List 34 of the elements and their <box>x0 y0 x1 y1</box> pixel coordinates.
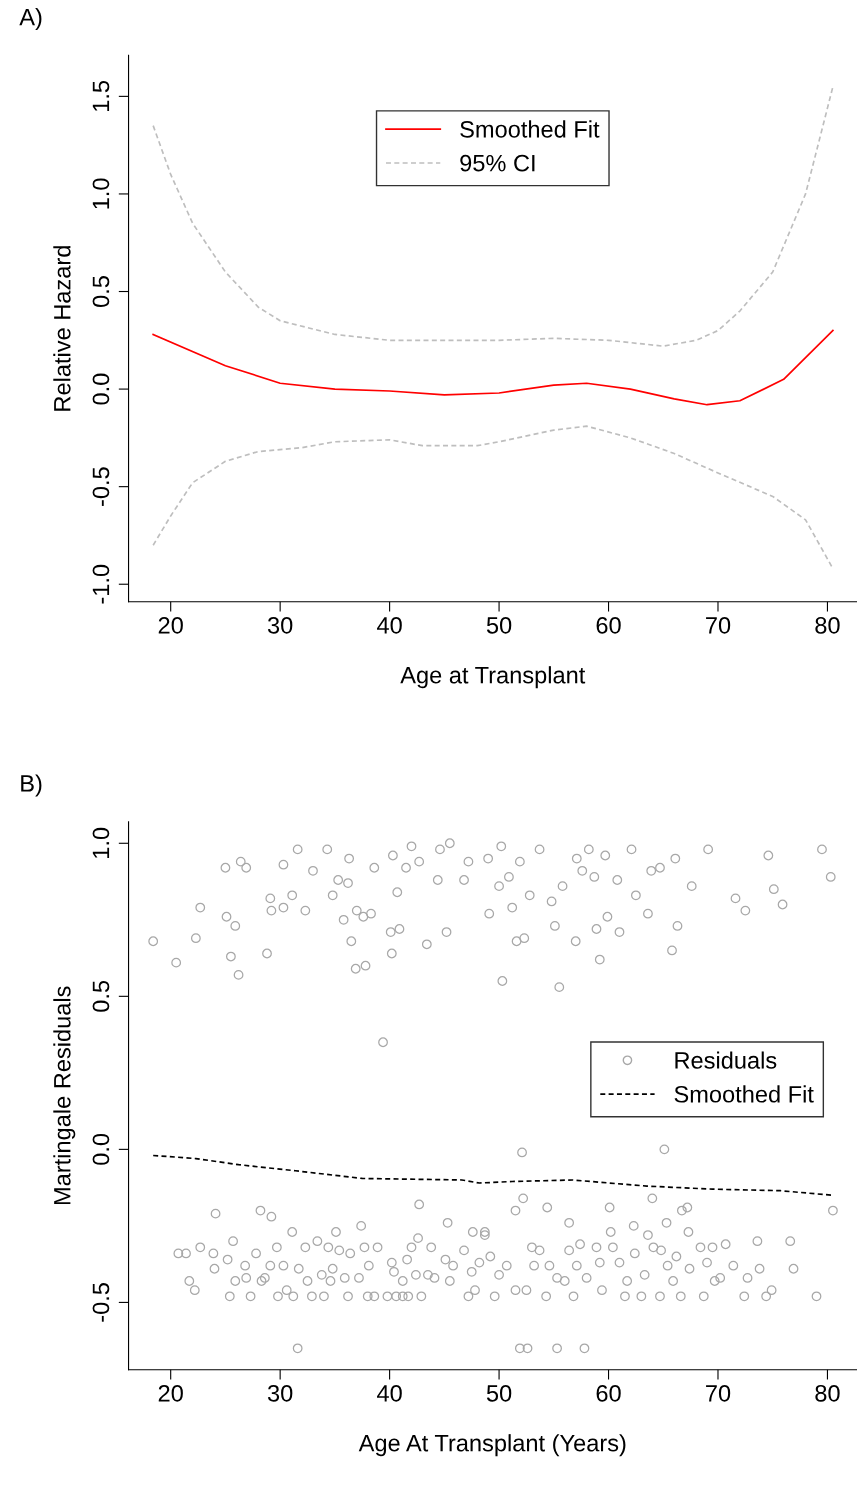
x-tick-label: 70 <box>706 617 731 634</box>
y-tick-label: 0.0 <box>92 1133 110 1165</box>
x-tick-label: 40 <box>377 617 402 634</box>
legend-label: Residuals <box>675 1051 777 1069</box>
legend-label: Smoothed Fit <box>674 1085 814 1103</box>
y-axis-title: Martingale Residuals <box>53 986 76 1205</box>
y-tick-label: 1.5 <box>92 80 110 111</box>
legend-label: Smoothed Fit <box>460 120 600 138</box>
chart-title: B) <box>21 774 42 797</box>
y-tick-label: -0.5 <box>92 467 110 506</box>
x-tick-label: 80 <box>815 1384 840 1402</box>
y-tick-label: 1.0 <box>92 827 110 858</box>
x-tick-label: 30 <box>267 1384 293 1402</box>
x-tick-label: 20 <box>158 617 183 634</box>
y-tick-label: -1.0 <box>92 564 110 604</box>
x-tick-label: 20 <box>158 1384 183 1402</box>
x-tick-label: 80 <box>815 617 840 634</box>
chart-title: A) <box>19 8 42 31</box>
legend-label: 95% CI <box>460 154 535 172</box>
x-tick-label: 30 <box>267 617 293 634</box>
x-axis-title: Age at Transplant <box>400 666 586 689</box>
y-tick-label: 0.5 <box>92 980 110 1012</box>
x-axis-title: Age At Transplant (Years) <box>358 1434 626 1457</box>
y-tick-label: -0.5 <box>92 1283 110 1322</box>
y-tick-label: 0.5 <box>92 276 110 307</box>
x-tick-label: 50 <box>486 1384 512 1402</box>
x-tick-label: 50 <box>486 617 512 634</box>
y-tick-label: 1.0 <box>92 178 110 209</box>
y-tick-label: 0.0 <box>92 373 110 405</box>
x-tick-label: 40 <box>377 1384 402 1402</box>
x-tick-label: 60 <box>596 1384 621 1402</box>
x-tick-label: 70 <box>706 1384 731 1402</box>
x-tick-label: 60 <box>596 617 621 634</box>
y-axis-title: Relative Hazard <box>53 246 71 411</box>
